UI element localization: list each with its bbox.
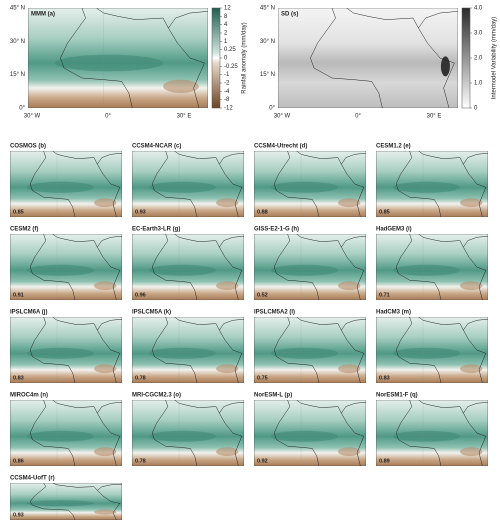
colorbar-tick-label: 1 [224,39,228,45]
panel-title: CESM1.2 (e) [376,144,411,150]
panel-score: 0.96 [135,292,146,298]
panel-title: IPSLCM6A (j) [10,310,47,316]
panel-score: 0.71 [379,292,390,298]
panel-title: EC-Earth3-LR (g) [132,227,180,233]
colorbar-tick-label: -4 [224,89,230,95]
panel-title: CESM2 (f) [10,227,38,233]
panel-title: IPSLCM5A (k) [132,310,171,316]
lat-label: 30° N [10,39,25,45]
panel-score: 0.75 [257,375,268,381]
panel-title: MIROC4m (n) [10,393,48,399]
lat-label: 15° N [260,72,275,78]
lon-label: 30° W [274,114,291,120]
lon-label: 0° [105,114,111,120]
panel-title: CCSM4-Utrecht (d) [254,144,307,150]
map [10,317,122,383]
lat-label: 0° [19,106,25,112]
map [10,234,122,300]
map [254,400,366,466]
map [132,317,244,383]
colorbar-tick-label: 3.0 [474,31,483,37]
map [132,234,244,300]
panel-score: 0.86 [13,458,24,464]
colorbar-tick-label: 0 [224,56,228,62]
colorbar-tick-label: -1 [224,72,230,78]
map [10,400,122,466]
lat-label: 0° [269,106,275,112]
panel-score: 0.85 [13,209,24,215]
colorbar [211,7,221,109]
map [376,400,488,466]
panel-score: 0.92 [257,458,268,464]
panel-score: 0.93 [13,512,24,518]
map [132,151,244,217]
map [376,151,488,217]
panel-score: 0.78 [135,375,146,381]
map [376,317,488,383]
colorbar-tick-label: 4 [224,22,228,28]
lat-label: 45° N [10,6,25,12]
panel-title: NorESM-L (p) [254,393,292,399]
map [10,151,122,217]
lon-label: 30° E [177,114,192,120]
panel-score: 0.89 [379,458,390,464]
panel-title: COSMOS (b) [10,144,46,150]
colorbar-tick-label: 8 [224,14,228,20]
colorbar-tick-label: 2 [224,31,228,37]
panel-score: 0.88 [257,209,268,215]
map [254,317,366,383]
panel-title: NorESM1-F (q) [376,393,418,399]
panel-title: HadCM3 (m) [376,310,411,316]
panel-title: CCSM4-NCAR (c) [132,144,181,150]
colorbar-label: Rainfall anomaly (mm/day) [242,22,248,93]
panel-score: 0.83 [379,375,390,381]
panel-title: SD (s) [281,12,298,18]
colorbar [461,7,471,109]
map [376,234,488,300]
colorbar-tick-label: -2 [224,81,230,87]
map [132,400,244,466]
lat-label: 30° N [260,39,275,45]
colorbar-tick-label: 0.25 [224,47,236,53]
colorbar-tick-label: 0 [474,106,478,112]
panel-title: IPSLCM5A2 (l) [254,310,295,316]
map [254,151,366,217]
panel-title: MRI-CGCM2.3 (o) [132,393,181,399]
colorbar-tick-label: 1.0 [474,81,483,87]
lat-label: 45° N [260,6,275,12]
panel-title: HadGEM3 (i) [376,227,412,233]
panel-score: 0.78 [135,458,146,464]
lon-label: 0° [355,114,361,120]
lat-label: 15° N [10,72,25,78]
panel-title: CCSM4-UofT (r) [10,476,55,482]
panel-score: 0.85 [379,209,390,215]
colorbar-tick-label: -8 [224,97,230,103]
map [278,8,458,108]
colorbar-tick-label: -0.25 [224,64,238,70]
lon-label: 30° E [427,114,442,120]
colorbar-tick-label: 2.0 [474,56,483,62]
map [254,234,366,300]
colorbar-tick-label: 12 [224,6,231,12]
panel-score: 0.83 [13,375,24,381]
panel-title: MMM (a) [31,12,55,18]
panel-score: 0.93 [135,209,146,215]
colorbar-label: Intermodel Variability (mm/day) [492,17,498,100]
map [10,483,122,520]
map [28,8,208,108]
panel-score: 0.91 [13,292,24,298]
lon-label: 30° W [24,114,41,120]
panel-title: GISS-E2-1-G (h) [254,227,299,233]
colorbar-tick-label: -12 [224,106,233,112]
panel-score: 0.52 [257,292,268,298]
colorbar-tick-label: 4.0 [474,6,483,12]
